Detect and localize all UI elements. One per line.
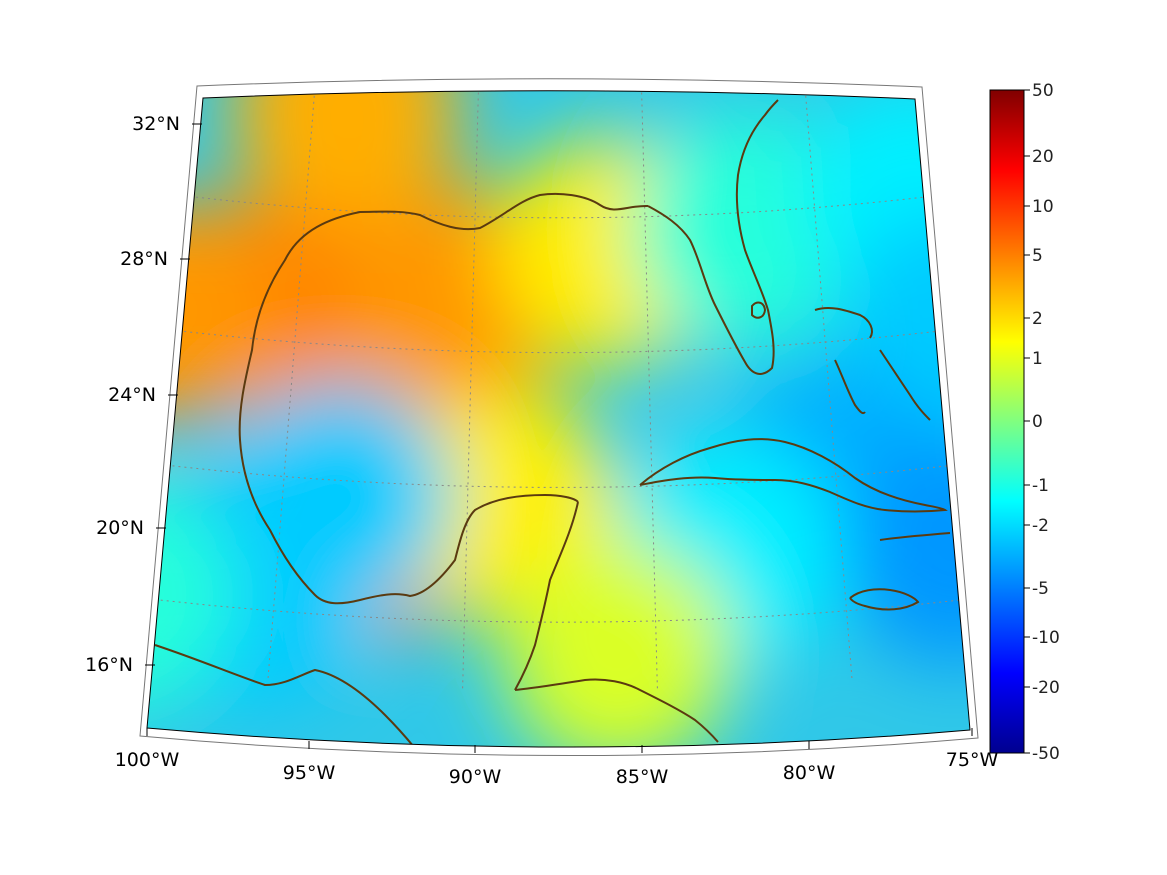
colorbar-tick-label: 50 bbox=[1032, 81, 1054, 101]
latitude-tick-label: 24°N bbox=[108, 384, 156, 406]
longitude-tick-label: 85°W bbox=[616, 766, 669, 788]
colorbar-tick-label: -5 bbox=[1032, 579, 1049, 599]
lake-okeechobee bbox=[751, 301, 767, 319]
latitude-tick-label: 32°N bbox=[132, 113, 180, 135]
longitude-tick-label: 95°W bbox=[283, 762, 336, 784]
longitude-tick-label: 100°W bbox=[115, 749, 180, 771]
colorbar-tick-label: -2 bbox=[1032, 516, 1049, 536]
latitude-tick-label: 20°N bbox=[96, 517, 144, 539]
longitude-tick-label: 90°W bbox=[449, 766, 502, 788]
map-frame bbox=[139, 78, 979, 757]
field-blob-campeche-blue bbox=[223, 382, 454, 613]
field-blob-pacific-southwest bbox=[147, 480, 237, 711]
yucatan-east-coast bbox=[514, 501, 579, 691]
longitude-ticks: 100°W 95°W 90°W 85°W 80°W 75°W bbox=[115, 728, 999, 788]
pacific-coast bbox=[154, 644, 419, 748]
field-blob-central-america bbox=[502, 540, 733, 748]
latitude-tick-label: 28°N bbox=[120, 248, 168, 270]
jamaica bbox=[849, 588, 920, 611]
cuba bbox=[639, 438, 948, 513]
gulf-coast-us-mexico bbox=[238, 192, 649, 605]
colorbar-tick-label: -1 bbox=[1032, 476, 1049, 496]
colorbar-tick-label: 5 bbox=[1032, 246, 1043, 266]
latitude-ticks: 16°N 20°N 24°N 28°N 32°N bbox=[85, 113, 202, 676]
bahamas-east bbox=[879, 349, 931, 421]
colorbar-tick-label: 2 bbox=[1032, 309, 1043, 329]
hispaniola-south bbox=[879, 532, 951, 541]
colorbar-tick-label: 1 bbox=[1032, 349, 1043, 369]
heatmap-field bbox=[147, 90, 970, 748]
longitude-tick-label: 75°W bbox=[946, 749, 999, 771]
field-blob-north-plains bbox=[231, 90, 462, 225]
bahamas-north bbox=[814, 306, 873, 339]
florida-coast bbox=[647, 99, 779, 375]
central-america-north-coast bbox=[514, 678, 719, 743]
colorbar-tick-label: -20 bbox=[1032, 678, 1060, 698]
latitude-tick-label: 16°N bbox=[85, 654, 133, 676]
bahamas-central bbox=[834, 359, 866, 415]
colorbar-tick-label: 10 bbox=[1032, 197, 1054, 217]
colorbar-tick-label: -10 bbox=[1032, 628, 1060, 648]
colorbar-tick-label: 0 bbox=[1032, 412, 1043, 432]
coastlines bbox=[154, 99, 951, 748]
colorbar-tick-label: -50 bbox=[1032, 744, 1060, 764]
longitude-tick-label: 80°W bbox=[783, 762, 836, 784]
colorbar-tick-label: 20 bbox=[1032, 147, 1054, 167]
colorbar-gradient bbox=[989, 89, 1025, 754]
